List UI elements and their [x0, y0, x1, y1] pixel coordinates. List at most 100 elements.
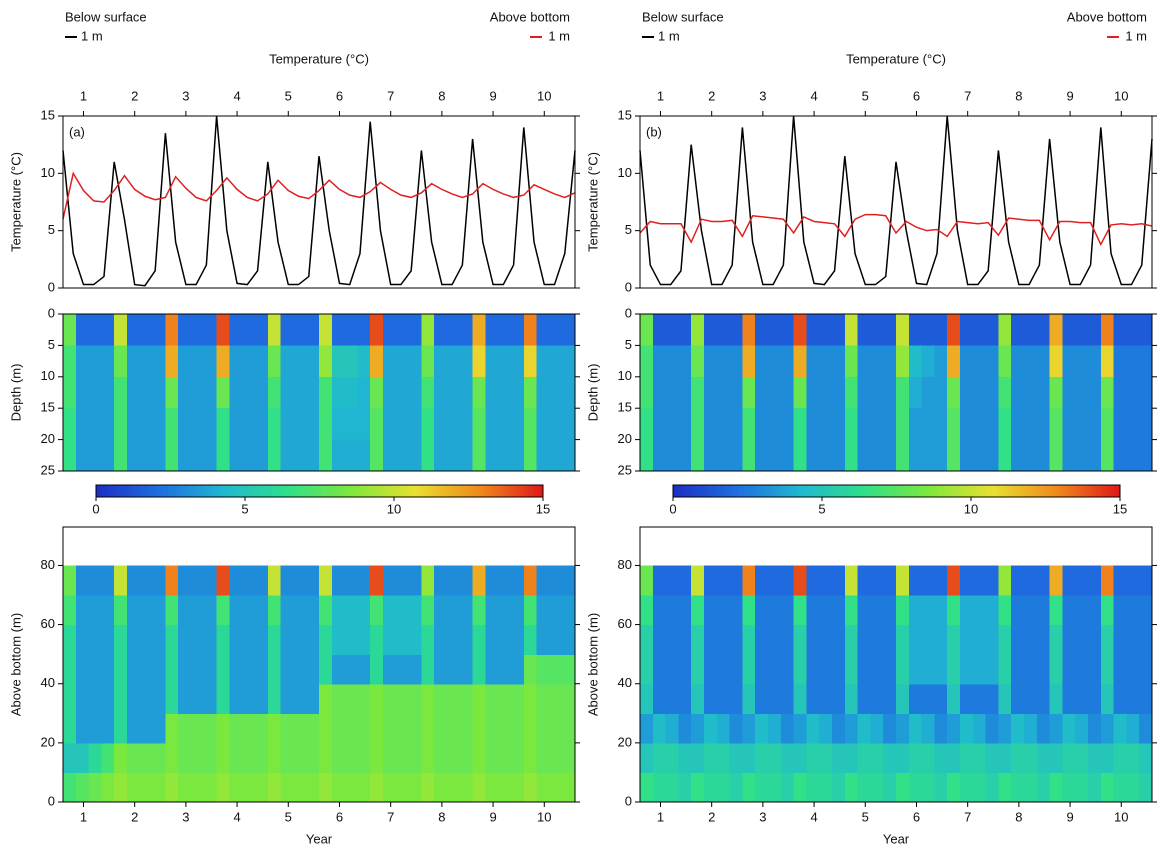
heatmap-cell	[331, 742, 346, 774]
x-tick-label: 8	[1015, 88, 1022, 103]
heatmap-cell	[1139, 772, 1153, 803]
heatmap-cell	[139, 742, 154, 774]
y-tick-label: 60	[618, 616, 632, 631]
heatmap-cell	[447, 314, 461, 346]
heatmap-cell	[729, 713, 743, 744]
heatmap-cell	[1049, 654, 1063, 685]
heatmap-cell	[88, 376, 102, 409]
heatmap-cell	[1113, 654, 1127, 685]
y-tick-label: 0	[48, 305, 55, 320]
heatmap-cell	[691, 376, 705, 409]
heatmap-cell	[152, 595, 166, 626]
heatmap-cell	[1036, 595, 1051, 626]
heatmap-cell	[319, 565, 333, 596]
heatmap-cell	[421, 565, 435, 596]
heatmap-cell	[88, 624, 102, 655]
heatmap-cell	[523, 772, 538, 803]
colorbar-slice	[459, 485, 464, 497]
colorbar-slice	[188, 485, 192, 497]
heatmap-cell	[75, 565, 90, 596]
heatmap-cell	[844, 624, 859, 655]
heatmap-cell	[242, 565, 256, 596]
heatmap-cell	[165, 713, 179, 744]
heatmap-cell	[203, 654, 218, 685]
heatmap-cell	[934, 376, 948, 409]
heatmap-cell	[344, 713, 358, 744]
heatmap-cell	[536, 624, 550, 655]
heatmap-cell	[1011, 408, 1025, 441]
colorbar-slice	[325, 485, 330, 497]
heatmap-cell	[357, 314, 371, 346]
heatmap-cell	[947, 345, 961, 378]
heatmap-cell	[191, 713, 205, 744]
heatmap-cell	[88, 408, 102, 441]
colorbar-slice	[218, 485, 222, 497]
colorbar-slice	[227, 485, 231, 497]
heatmap-cell	[870, 595, 884, 626]
heatmap-cell	[793, 314, 807, 346]
colorbar-slice	[714, 485, 719, 497]
heatmap-cell	[908, 624, 923, 655]
heatmap-cell	[998, 376, 1012, 409]
heatmap-cell	[191, 565, 205, 596]
colorbar-slice	[382, 485, 386, 497]
heatmap-cell	[1049, 624, 1063, 655]
colorbar-slice	[944, 485, 948, 497]
heatmap-cell	[203, 713, 218, 744]
heatmap-cell	[1126, 595, 1140, 626]
heatmap-cell	[536, 314, 550, 346]
colorbar-slice	[1114, 485, 1118, 497]
heatmap-cell	[319, 772, 333, 803]
heatmap-cell	[229, 683, 243, 714]
heatmap-cell	[139, 345, 154, 378]
heatmap-cell	[63, 439, 77, 472]
heatmap-cell	[768, 408, 782, 441]
heatmap-cell	[459, 376, 474, 409]
colorbar-slice	[233, 485, 237, 497]
heatmap-cell	[216, 595, 230, 626]
x-tick-label: 6	[913, 88, 920, 103]
x-tick-label: 9	[1066, 809, 1073, 824]
heatmap-cell	[344, 595, 358, 626]
colorbar-slice	[798, 485, 802, 497]
colorbar-slice	[361, 485, 365, 497]
heatmap-cell	[344, 624, 358, 655]
heatmap-cell	[191, 624, 205, 655]
heatmap-cell	[1049, 713, 1063, 744]
heatmap-cell	[1088, 742, 1102, 774]
heatmap-cell	[947, 314, 961, 346]
heatmap-cell	[498, 408, 512, 441]
heatmap-cell	[485, 314, 499, 346]
heatmap-cell	[255, 314, 269, 346]
colorbar-slice	[905, 485, 910, 497]
heatmap-cell	[523, 683, 538, 714]
heatmap-cell	[780, 314, 795, 346]
x-tick-label: 6	[336, 88, 343, 103]
heatmap-cell	[716, 345, 731, 378]
heatmap-cell	[536, 376, 550, 409]
heatmap-cell	[511, 408, 525, 441]
heatmap-cell	[280, 742, 294, 774]
heatmap-cell	[857, 439, 871, 472]
colorbar-slice	[962, 485, 966, 497]
heatmap-cell	[511, 624, 525, 655]
heatmap-cell	[267, 408, 282, 441]
colorbar-slice	[1081, 485, 1085, 497]
colorbar-slice	[286, 485, 291, 497]
heatmap-cell	[883, 439, 897, 472]
panel-label: (a)	[69, 124, 85, 139]
heatmap-cell	[152, 683, 166, 714]
heatmap-cell	[498, 376, 512, 409]
heatmap-cell	[331, 624, 346, 655]
heatmap-cell	[1062, 624, 1076, 655]
heatmap-cell	[523, 565, 538, 596]
colorbar-slice	[1057, 485, 1061, 497]
heatmap-cell	[1139, 345, 1153, 378]
colorbar-slice	[334, 485, 338, 497]
heatmap-cell	[319, 654, 333, 685]
colorbar-slice	[819, 485, 823, 497]
panel-label: (b)	[646, 124, 662, 139]
y-tick-label: 5	[625, 222, 632, 237]
heatmap-cell	[1088, 624, 1102, 655]
heatmap-cell	[306, 742, 320, 774]
